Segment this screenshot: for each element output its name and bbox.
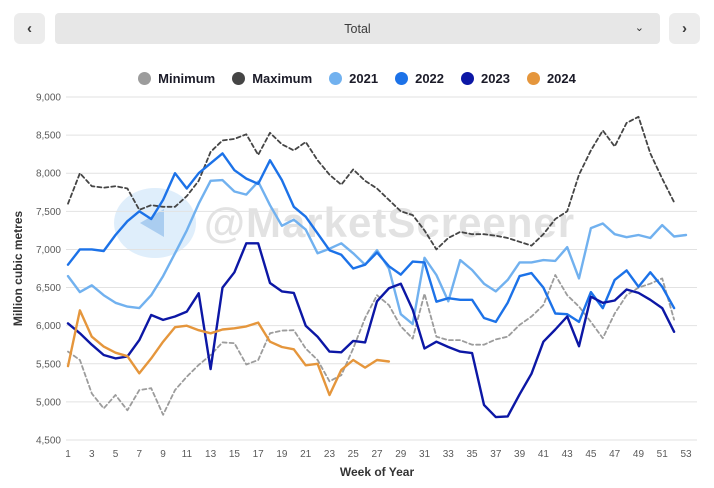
x-axis-tick-label: 11 — [182, 449, 193, 460]
x-axis-title: Week of Year — [340, 465, 415, 479]
x-axis-tick-label: 53 — [680, 449, 692, 460]
legend-item-2022[interactable]: 2022 — [395, 71, 444, 86]
x-axis-tick-label: 17 — [253, 449, 265, 460]
x-axis-tick-label: 19 — [276, 449, 288, 460]
series-line-2021[interactable] — [66, 178, 688, 326]
legend-item-2023[interactable]: 2023 — [461, 71, 510, 86]
x-axis-tick-label: 37 — [490, 449, 502, 460]
y-axis-tick-label: 8,500 — [36, 131, 61, 142]
legend-label: 2023 — [481, 70, 510, 86]
x-axis-tick-label: 47 — [609, 449, 621, 460]
y-axis-title: Million cubic metres — [11, 210, 25, 326]
x-axis-tick-label: 31 — [419, 449, 431, 460]
legend-marker-icon — [526, 71, 540, 85]
next-button[interactable]: › — [669, 13, 700, 44]
y-axis-tick-label: 7,500 — [36, 207, 61, 218]
x-axis-tick-label: 15 — [229, 449, 241, 460]
x-axis-tick-label: 5 — [113, 449, 119, 460]
chart-legend: Minimum Maximum 2021 2022 2023 2024 — [0, 66, 714, 90]
legend-marker-icon — [232, 71, 246, 85]
x-axis-tick-label: 41 — [538, 449, 550, 460]
x-axis-tick-label: 21 — [300, 449, 312, 460]
series-line-2023[interactable] — [66, 242, 676, 419]
x-axis-tick-label: 29 — [395, 449, 407, 460]
y-axis-tick-label: 9,000 — [36, 93, 61, 104]
x-axis-tick-label: 23 — [324, 449, 336, 460]
legend-label: Minimum — [158, 70, 216, 86]
metric-selector-value: Total — [344, 21, 371, 36]
x-axis-tick-label: 43 — [562, 449, 574, 460]
y-axis-tick-label: 5,000 — [36, 397, 61, 408]
legend-label: Maximum — [252, 70, 313, 86]
series-line-maximum[interactable] — [67, 115, 675, 251]
x-axis-tick-label: 25 — [348, 449, 360, 460]
series-line-2022[interactable] — [66, 152, 676, 324]
x-axis-tick-label: 7 — [137, 449, 143, 460]
x-axis-tick-label: 51 — [657, 449, 669, 460]
legend-marker-icon — [329, 71, 343, 85]
previous-button[interactable]: ‹ — [14, 13, 45, 44]
metric-selector-dropdown[interactable]: Total ⌄ — [55, 13, 660, 44]
y-axis-tick-label: 8,000 — [36, 169, 61, 180]
x-axis-tick-label: 27 — [371, 449, 383, 460]
series-line-minimum[interactable] — [67, 274, 675, 416]
y-axis-tick-label: 6,500 — [36, 283, 61, 294]
x-axis-tick-label: 13 — [205, 449, 217, 460]
legend-item-2024[interactable]: 2024 — [526, 70, 576, 86]
legend-marker-icon — [395, 71, 409, 85]
x-axis-tick-label: 35 — [467, 449, 479, 460]
x-axis-tick-label: 39 — [514, 449, 526, 460]
y-axis-tick-label: 4,500 — [36, 436, 61, 447]
legend-item-maximum[interactable]: Maximum — [232, 71, 312, 86]
x-axis-tick-label: 45 — [585, 449, 597, 460]
legend-item-minimum[interactable]: Minimum — [138, 71, 215, 86]
series-line-2024[interactable] — [66, 309, 391, 397]
x-axis-tick-label: 33 — [443, 449, 455, 460]
chevron-down-icon: ⌄ — [634, 22, 644, 34]
legend-marker-icon — [138, 71, 152, 85]
y-axis-tick-label: 5,500 — [36, 359, 61, 370]
y-axis-tick-label: 6,000 — [36, 321, 61, 332]
legend-label: 2021 — [349, 70, 379, 86]
x-axis-tick-label: 49 — [633, 449, 645, 460]
legend-label: 2024 — [546, 70, 576, 86]
x-axis-tick-label: 3 — [89, 449, 95, 460]
legend-marker-icon — [461, 71, 475, 85]
x-axis-tick-label: 9 — [160, 449, 166, 460]
legend-item-2021[interactable]: 2021 — [329, 71, 378, 86]
x-axis-tick-label: 1 — [65, 449, 71, 460]
y-axis-tick-label: 7,000 — [36, 245, 61, 256]
legend-label: 2022 — [415, 70, 445, 86]
